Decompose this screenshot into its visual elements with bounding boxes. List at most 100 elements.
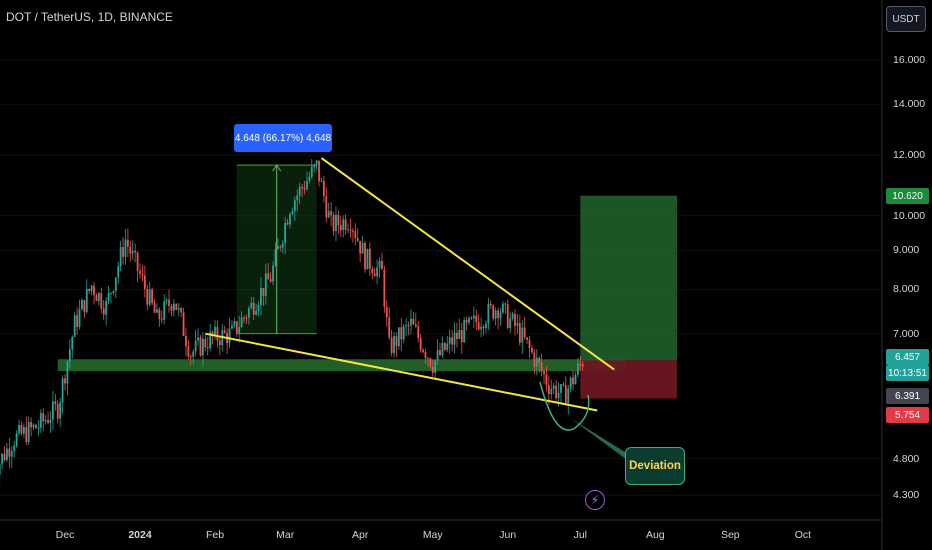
candle-body [511, 313, 514, 319]
candle-body [197, 337, 199, 341]
candle-body [472, 315, 475, 319]
lightning-icon[interactable]: ⚡ [585, 490, 605, 510]
candle-body [235, 321, 238, 333]
candle-body [506, 304, 509, 328]
candle-body [170, 306, 173, 311]
candle-body [131, 250, 134, 254]
candle-body [397, 327, 400, 347]
candle-body [18, 424, 20, 434]
candle-body [189, 356, 192, 358]
time-tick-label: Sep [720, 529, 740, 541]
candle-body [1, 453, 3, 464]
candle-body [182, 312, 185, 336]
candle-body [49, 419, 52, 423]
candle-body [468, 317, 470, 323]
candle-body [81, 300, 83, 310]
candle-body [337, 214, 340, 226]
candle-body [90, 285, 93, 292]
candle-body [175, 303, 178, 310]
candle-body [475, 315, 478, 323]
candle-body [293, 200, 296, 212]
candle-body [335, 214, 337, 232]
candle-body [378, 260, 381, 268]
candle-body [233, 321, 236, 326]
candle-body [332, 215, 335, 232]
time-tick-label: 2024 [128, 529, 152, 541]
chart-grid [0, 59, 882, 496]
candle-body [441, 342, 444, 356]
candle-body [545, 374, 548, 386]
time-tick-label: Apr [351, 529, 369, 541]
candle-body [110, 293, 112, 295]
candle-body [73, 315, 76, 337]
candle-body [15, 433, 18, 446]
candle-body [390, 337, 393, 354]
candle-body [499, 312, 502, 319]
price-tick-label: 16.000 [893, 54, 926, 66]
candle-body [393, 336, 395, 354]
candle-body [451, 337, 453, 345]
candle-body [153, 302, 156, 313]
currency-button[interactable]: USDT [886, 6, 926, 32]
candle-body [187, 346, 190, 357]
measure-tool-label[interactable]: 4.648 (66.17%) 4,648 [234, 124, 332, 152]
candle-body [284, 222, 287, 244]
candlestick-series [0, 158, 584, 485]
candle-body [371, 268, 374, 274]
candle-body [356, 238, 359, 241]
candle-body [453, 332, 456, 345]
deviation-callout[interactable]: Deviation [625, 447, 685, 485]
candle-body [547, 385, 550, 395]
candle-body [303, 187, 306, 190]
candle-body [20, 424, 23, 434]
candle-body [139, 270, 141, 275]
price-badge: 6.391 [886, 388, 929, 404]
candle-body [385, 306, 388, 318]
candle-body [202, 338, 204, 356]
candle-body [412, 318, 415, 325]
measure-arrowhead [272, 164, 282, 172]
candle-body [487, 303, 490, 324]
price-badge: 10:13:51 [886, 365, 929, 381]
candle-body [514, 313, 516, 326]
candle-body [509, 318, 512, 328]
price-tick-label: 8.000 [893, 283, 920, 296]
candle-body [574, 374, 577, 385]
candle-body [185, 335, 187, 347]
candle-body [298, 186, 301, 196]
candle-body [163, 301, 166, 320]
candle-body [286, 222, 289, 225]
candle-body [538, 357, 541, 363]
candle-body [88, 288, 91, 292]
long-position-profit-zone [580, 195, 678, 361]
time-tick-label: Feb [205, 529, 225, 541]
candle-body [552, 385, 555, 389]
candle-body [13, 445, 16, 452]
long-position-loss-zone [580, 360, 678, 399]
candle-body [528, 339, 531, 349]
candle-body [127, 239, 129, 247]
candle-body [100, 293, 103, 309]
time-tick-label: Aug [645, 529, 665, 541]
candle-body [463, 319, 466, 343]
candle-body [301, 186, 303, 188]
candle-body [526, 337, 528, 340]
candle-body [257, 305, 260, 311]
candle-body [141, 274, 144, 276]
candle-body [30, 422, 33, 428]
candle-body [165, 299, 168, 302]
candle-body [577, 363, 579, 375]
candle-body [204, 338, 207, 348]
upper-trendline [320, 157, 615, 371]
candle-body [42, 413, 45, 422]
candle-body [405, 324, 408, 327]
candle-body [535, 357, 538, 367]
candle-body [83, 300, 86, 312]
candle-body [143, 275, 146, 290]
candle-body [320, 181, 323, 183]
candle-body [364, 242, 366, 270]
time-tick-label: Oct [794, 529, 812, 541]
candle-body [349, 229, 352, 231]
candle-body [129, 246, 132, 254]
